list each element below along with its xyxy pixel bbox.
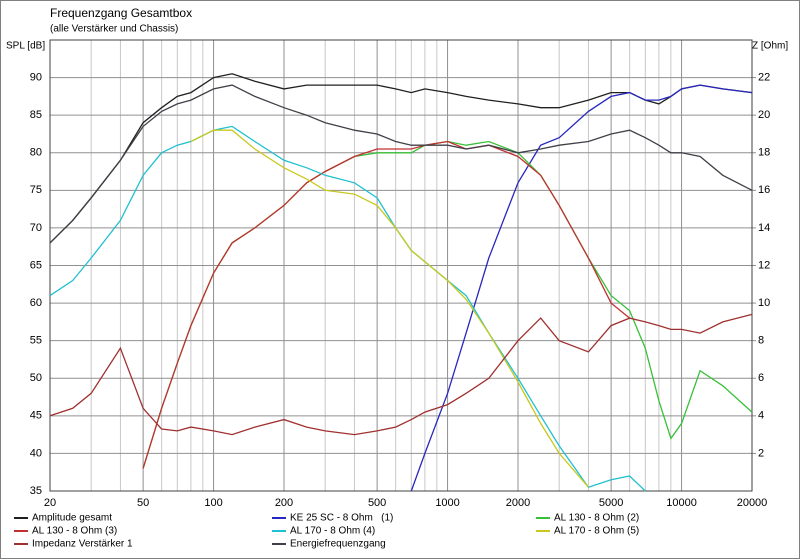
y-tick-label: 70 <box>30 222 42 234</box>
legend-label: AL 170 - 8 Ohm (5) <box>554 526 639 537</box>
y-tick-label: 75 <box>30 184 42 196</box>
legend-label: Impedanz Verstärker 1 <box>32 539 133 550</box>
x-tick-label: 50 <box>137 497 149 509</box>
x-tick-label: 2000 <box>506 497 530 509</box>
x-tick-label: 1000 <box>435 497 459 509</box>
series-line <box>49 125 646 492</box>
series-line <box>142 140 631 469</box>
legend-label: Amplitude gesamt <box>32 513 112 524</box>
y2-tick-label: 22 <box>758 71 770 83</box>
x-tick-label: 20 <box>44 497 56 509</box>
y2-axis-label: Z [Ohm] <box>752 41 788 52</box>
y2-tick-label: 12 <box>758 259 770 271</box>
x-tick-label: 500 <box>368 497 386 509</box>
y-tick-label: 35 <box>30 485 42 497</box>
x-tick-label: 5000 <box>599 497 623 509</box>
y2-tick-label: 18 <box>758 147 770 159</box>
series-line <box>49 84 753 244</box>
y2-tick-label: 4 <box>758 410 764 422</box>
y-tick-label: 80 <box>30 147 42 159</box>
y2-tick-label: 8 <box>758 335 764 347</box>
y2-tick-label: 20 <box>758 109 770 121</box>
x-tick-label: 200 <box>275 497 293 509</box>
y-tick-label: 60 <box>30 297 42 309</box>
y2-tick-label: 6 <box>758 372 764 384</box>
y-tick-label: 65 <box>30 259 42 271</box>
legend-label: AL 130 - 8 Ohm (2) <box>554 513 639 524</box>
x-tick-label: 20000 <box>737 497 768 509</box>
y-tick-label: 45 <box>30 410 42 422</box>
chart-title: Frequenzgang Gesamtbox <box>50 6 192 20</box>
plot-border <box>49 39 753 492</box>
y-tick-label: 55 <box>30 335 42 347</box>
y2-tick-label: 16 <box>758 184 770 196</box>
chart-subtitle: (alle Verstärker und Chassis) <box>50 24 178 35</box>
y2-tick-label: 14 <box>758 222 770 234</box>
series-line <box>49 73 753 244</box>
legend-label: AL 170 - 8 Ohm (4) <box>290 526 375 537</box>
y2-tick-label: 10 <box>758 297 770 309</box>
x-tick-label: 10000 <box>666 497 697 509</box>
series-line <box>410 84 753 492</box>
y-tick-label: 50 <box>30 372 42 384</box>
series-line <box>190 129 589 488</box>
legend-label: KE 25 SC - 8 Ohm (1) <box>290 513 393 524</box>
legend-label: Energiefrequenzgang <box>290 539 386 550</box>
y-tick-label: 90 <box>30 71 42 83</box>
y-axis-label: SPL [dB] <box>6 41 45 52</box>
legend-label: AL 130 - 8 Ohm (3) <box>32 526 117 537</box>
y2-tick-label: 2 <box>758 447 764 459</box>
x-tick-label: 100 <box>204 497 222 509</box>
y-tick-label: 40 <box>30 447 42 459</box>
y-tick-label: 85 <box>30 109 42 121</box>
series-line <box>49 313 753 436</box>
